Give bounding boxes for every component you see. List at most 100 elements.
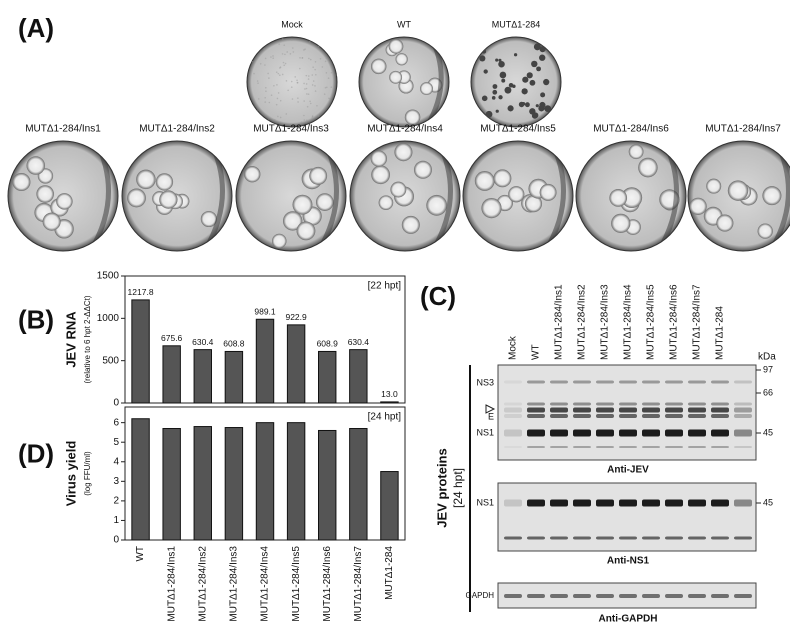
lane-label: MUTΔ1-284/Ins7 (692, 284, 703, 360)
bar (224, 350, 244, 404)
plate (121, 140, 233, 252)
plaque (378, 195, 394, 210)
band (642, 594, 660, 598)
band (527, 429, 545, 437)
small-plaque (483, 69, 488, 74)
lane-label: MUTΔ1-284/Ins4 (623, 284, 634, 360)
y-tick-label: 4 (113, 456, 119, 467)
plate-label: MUTΔ1-284/Ins2 (139, 124, 215, 135)
grain (309, 100, 311, 103)
band (665, 536, 683, 540)
grain (281, 38, 284, 40)
grain (321, 66, 324, 68)
small-plaque (481, 95, 488, 102)
small-plaque (513, 53, 518, 57)
grain (325, 116, 328, 118)
grain (285, 80, 288, 82)
plaque (727, 180, 749, 201)
band (711, 446, 729, 448)
small-plaque (526, 72, 533, 79)
value-label: 922.9 (285, 312, 307, 322)
lane-label: MUTΔ1-284/Ins1 (554, 284, 565, 360)
grain (265, 90, 267, 93)
band (596, 380, 614, 384)
grain (312, 66, 314, 68)
band (688, 499, 706, 507)
band-label: NS1 (476, 427, 494, 437)
grain (309, 58, 312, 61)
plaque (481, 197, 502, 219)
plate-content (479, 42, 552, 119)
band (550, 446, 568, 448)
x-tick-label: MUTΔ1-284/Ins2 (197, 546, 208, 622)
plaque (524, 195, 543, 213)
grain (291, 47, 294, 49)
grain (247, 48, 248, 50)
plaque (127, 188, 146, 208)
plate (575, 140, 687, 252)
bar (380, 401, 399, 404)
lane-label: MUTΔ1-284 (715, 306, 726, 360)
bar (286, 422, 306, 541)
plaque (508, 186, 525, 203)
bar (224, 427, 244, 541)
grain (256, 118, 258, 121)
band (711, 499, 729, 507)
band (550, 380, 568, 384)
plaque (370, 150, 387, 167)
band (665, 499, 683, 507)
grain (251, 56, 254, 59)
plaque (706, 178, 722, 194)
plaque (282, 211, 303, 231)
band (550, 407, 568, 413)
grain (281, 73, 284, 76)
grain (264, 101, 267, 103)
annotation: [24 hpt] (368, 412, 402, 423)
grain (303, 100, 305, 102)
grain (249, 48, 252, 51)
panel-label: (A) (18, 13, 54, 43)
grain (314, 90, 317, 92)
marker-label: 97 (763, 364, 773, 374)
grain (326, 39, 329, 42)
band (596, 594, 614, 598)
band (550, 499, 568, 507)
grain (287, 89, 289, 92)
plaque (56, 193, 73, 210)
y-tick-label: 1500 (97, 271, 120, 282)
plaque (42, 212, 61, 231)
grain (259, 119, 262, 122)
y-tick-label: 0 (113, 535, 119, 546)
plate-label: MUTΔ1-284/Ins1 (25, 124, 101, 135)
band (596, 414, 614, 418)
grain (279, 99, 282, 102)
marker-label: 66 (763, 387, 773, 397)
grain (314, 60, 317, 63)
grain (311, 74, 314, 76)
band (504, 446, 522, 448)
band (619, 402, 637, 406)
grain (332, 38, 335, 41)
band (642, 499, 660, 507)
panel-label: (D) (18, 438, 54, 468)
band (619, 446, 637, 448)
grain (311, 115, 314, 118)
band (573, 414, 591, 418)
band (596, 499, 614, 507)
small-plaque (495, 58, 499, 62)
x-tick-label: MUTΔ1-284 (384, 546, 395, 600)
band (642, 407, 660, 413)
grain (272, 57, 274, 60)
band (573, 594, 591, 598)
grain (299, 57, 301, 59)
x-tick-label: MUTΔ1-284/Ins5 (291, 546, 302, 622)
band (619, 407, 637, 413)
small-plaque (543, 78, 550, 86)
band (573, 407, 591, 413)
band (573, 402, 591, 406)
band (642, 402, 660, 406)
grain (306, 93, 308, 95)
annotation: [22 hpt] (368, 281, 402, 292)
plaque (716, 214, 734, 232)
